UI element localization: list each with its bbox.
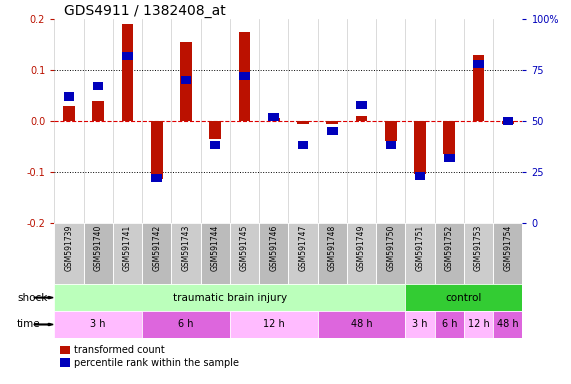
Text: GSM591741: GSM591741	[123, 225, 132, 271]
Bar	[93, 101, 104, 121]
Bar	[142, 223, 171, 284]
Text: 12 h: 12 h	[263, 319, 284, 329]
Bar	[268, 118, 280, 121]
Bar	[171, 223, 200, 284]
Text: 6 h: 6 h	[178, 319, 194, 329]
Text: 12 h: 12 h	[468, 319, 489, 329]
Bar	[230, 223, 259, 284]
Text: GSM591749: GSM591749	[357, 225, 366, 271]
Bar	[54, 223, 83, 284]
Bar	[63, 106, 75, 121]
Text: GSM591745: GSM591745	[240, 225, 249, 271]
Text: 3 h: 3 h	[90, 319, 106, 329]
Text: GSM591740: GSM591740	[94, 225, 103, 271]
Text: GSM591739: GSM591739	[65, 225, 74, 271]
Bar	[405, 223, 435, 284]
Bar	[405, 284, 522, 311]
Bar	[356, 101, 367, 109]
Text: GSM591754: GSM591754	[503, 225, 512, 271]
Text: GSM591742: GSM591742	[152, 225, 161, 271]
Text: transformed count: transformed count	[74, 345, 165, 355]
Bar	[151, 121, 163, 179]
Bar	[63, 93, 74, 101]
Bar	[347, 223, 376, 284]
Bar	[239, 72, 250, 80]
Bar	[210, 121, 221, 139]
Bar	[493, 223, 522, 284]
Bar	[180, 42, 192, 121]
Text: GSM591748: GSM591748	[328, 225, 337, 271]
Text: percentile rank within the sample: percentile rank within the sample	[74, 358, 239, 368]
Bar	[464, 311, 493, 338]
Bar	[210, 141, 220, 149]
Bar	[200, 223, 230, 284]
Bar	[180, 76, 191, 84]
Bar	[142, 311, 230, 338]
Bar	[317, 223, 347, 284]
Bar	[230, 311, 317, 338]
Bar	[502, 121, 514, 124]
Bar	[435, 311, 464, 338]
Bar	[385, 121, 397, 141]
Text: 48 h: 48 h	[497, 319, 518, 329]
Bar	[93, 82, 103, 91]
Text: GSM591744: GSM591744	[211, 225, 220, 271]
Bar	[444, 154, 455, 162]
Bar	[473, 60, 484, 68]
Bar	[376, 223, 405, 284]
Bar	[54, 311, 142, 338]
Bar	[122, 52, 132, 60]
Text: GSM591743: GSM591743	[182, 225, 191, 271]
Bar	[297, 141, 308, 149]
Text: GSM591747: GSM591747	[299, 225, 308, 271]
Text: GDS4911 / 1382408_at: GDS4911 / 1382408_at	[63, 4, 226, 18]
Text: GSM591750: GSM591750	[386, 225, 395, 271]
Bar	[239, 32, 250, 121]
Bar	[54, 284, 405, 311]
Bar	[297, 121, 309, 124]
Text: shock: shock	[17, 293, 47, 303]
Text: 3 h: 3 h	[412, 319, 428, 329]
Bar	[405, 311, 435, 338]
Text: GSM591751: GSM591751	[416, 225, 425, 271]
Bar	[473, 55, 484, 121]
Bar	[259, 223, 288, 284]
Bar	[435, 223, 464, 284]
Text: GSM591752: GSM591752	[445, 225, 454, 271]
Text: time: time	[17, 319, 41, 329]
Text: GSM591746: GSM591746	[269, 225, 278, 271]
Bar	[356, 116, 367, 121]
Text: 48 h: 48 h	[351, 319, 372, 329]
Bar	[327, 127, 337, 135]
Bar	[502, 117, 513, 125]
Bar	[317, 311, 405, 338]
Bar	[122, 24, 133, 121]
Text: GSM591753: GSM591753	[474, 225, 483, 271]
Bar	[268, 113, 279, 121]
Text: control: control	[446, 293, 482, 303]
Bar	[464, 223, 493, 284]
Bar	[444, 121, 455, 154]
Text: 6 h: 6 h	[441, 319, 457, 329]
Bar	[385, 141, 396, 149]
Bar	[151, 174, 162, 182]
Bar	[113, 223, 142, 284]
Bar	[327, 121, 338, 124]
Bar	[493, 311, 522, 338]
Bar	[288, 223, 317, 284]
Bar	[83, 223, 112, 284]
Bar	[415, 172, 425, 180]
Text: traumatic brain injury: traumatic brain injury	[173, 293, 287, 303]
Bar	[414, 121, 426, 174]
